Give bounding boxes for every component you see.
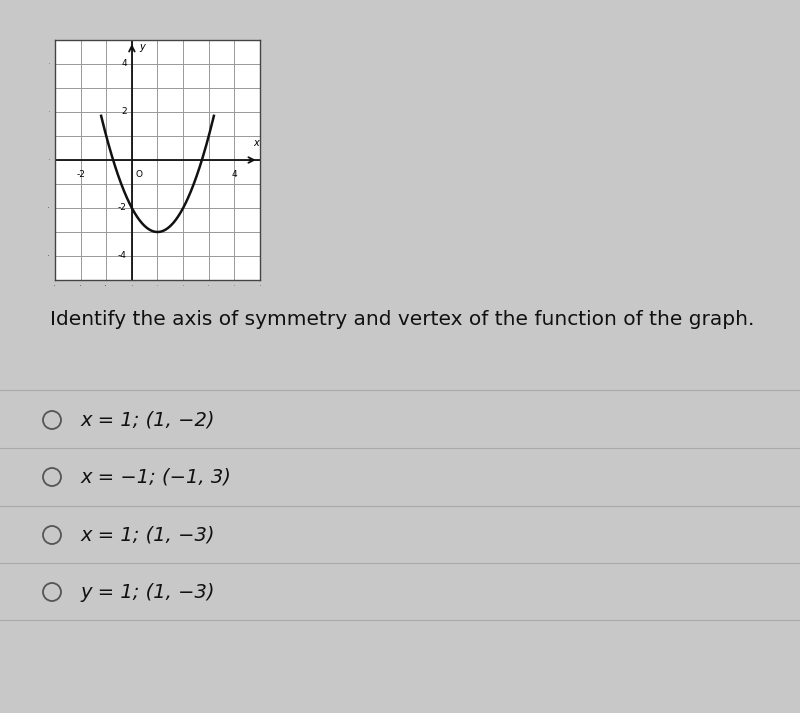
Text: 4: 4	[121, 59, 126, 68]
Text: x: x	[254, 138, 259, 148]
Text: 2: 2	[121, 108, 126, 116]
Text: x = 1; (1, −2): x = 1; (1, −2)	[80, 411, 214, 429]
Text: -2: -2	[76, 170, 85, 178]
Text: -2: -2	[118, 203, 126, 212]
Text: O: O	[136, 170, 142, 178]
Text: y = 1; (1, −3): y = 1; (1, −3)	[80, 583, 214, 602]
Text: x = −1; (−1, 3): x = −1; (−1, 3)	[80, 468, 231, 486]
Text: Identify the axis of symmetry and vertex of the function of the graph.: Identify the axis of symmetry and vertex…	[50, 310, 754, 329]
Text: 4: 4	[231, 170, 237, 178]
Text: x = 1; (1, −3): x = 1; (1, −3)	[80, 525, 214, 545]
Text: y: y	[139, 42, 146, 52]
Text: -4: -4	[118, 252, 126, 260]
